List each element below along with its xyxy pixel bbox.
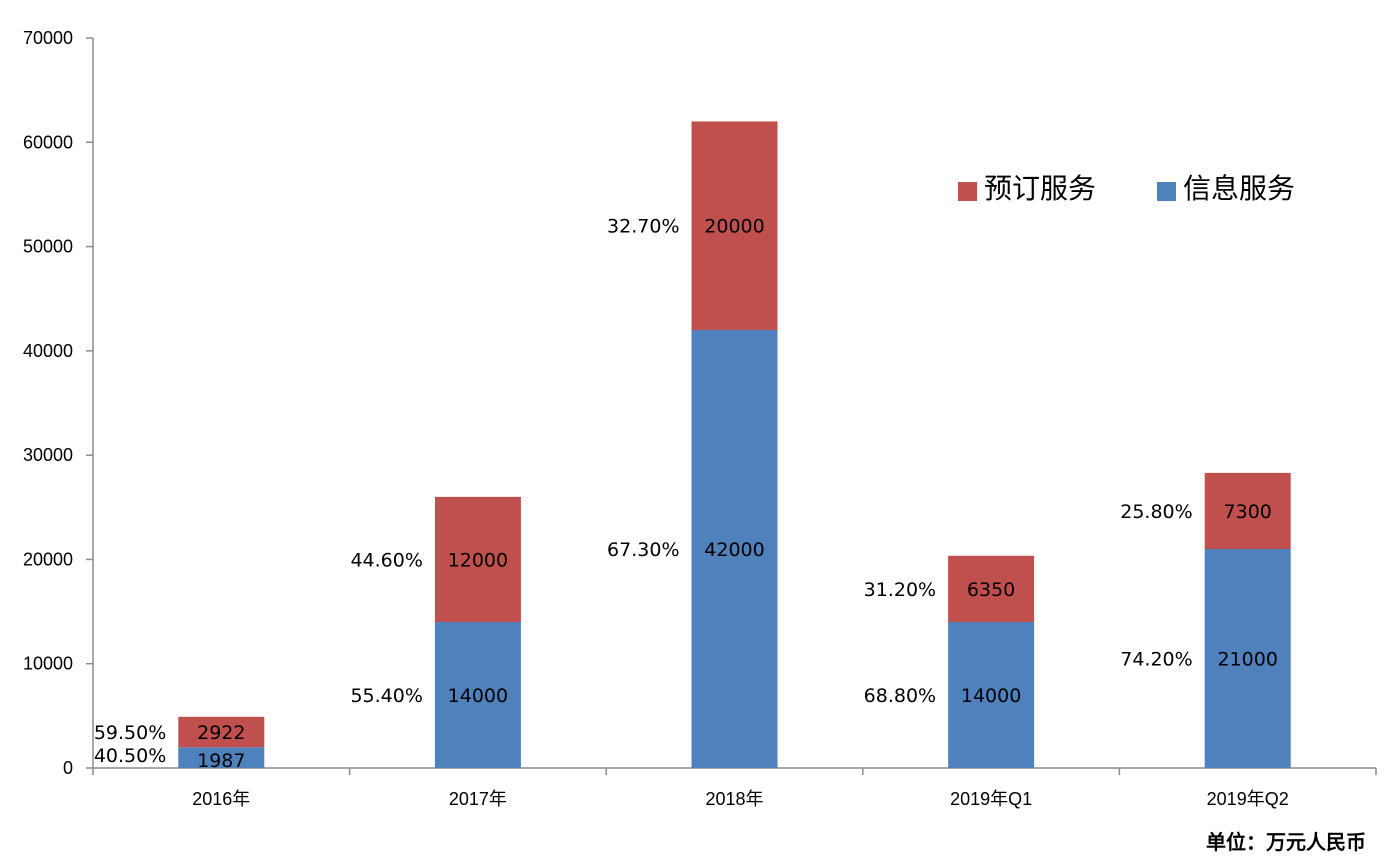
y-tick-label: 50000 [23,237,73,257]
percent-label: 44.60% [350,549,422,571]
y-tick-label: 70000 [23,28,73,48]
percent-label: 59.50% [94,722,166,744]
y-tick-label: 30000 [23,445,73,465]
bar-value-label: 1987 [197,750,245,772]
bar-segment [178,716,265,748]
legend-swatch [1157,182,1176,201]
unit-note: 单位：万元人民币 [1206,830,1366,854]
x-tick-label: 2019年Q1 [950,789,1032,809]
bar-segment [691,121,778,330]
bar-value-label: 7300 [1224,501,1272,523]
legend-label: 信息服务 [1183,172,1295,205]
x-tick-label: 2016年 [192,789,250,809]
percent-label: 40.50% [94,745,166,767]
x-tick-label: 2018年 [705,789,763,809]
bar-value-label: 2922 [197,722,245,744]
y-tick-label: 40000 [23,341,73,361]
percent-label: 68.80% [864,685,936,707]
bars: 1987 40.50% 2922 59.50% 14000 55.40% 12000 44.6… [94,121,1291,772]
y-tick-label: 60000 [23,132,73,152]
bar-segment [1204,549,1291,768]
bar-value-label: 14000 [448,685,508,707]
y-axis: 0 10000 20000 30000 40000 50000 60000 70000 [23,28,94,778]
y-tick-label: 10000 [23,654,73,674]
bar-segment [434,496,521,622]
percent-label: 32.70% [607,216,679,238]
bar-value-label: 21000 [1217,649,1277,671]
x-tick-label: 2019年Q2 [1207,789,1289,809]
legend-swatch [958,182,977,201]
legend-label: 预订服务 [984,172,1096,205]
bar-value-label: 42000 [704,539,764,561]
bar-segment [178,747,265,768]
percent-label: 25.80% [1120,501,1192,523]
legend: 预订服务 信息服务 [958,172,1295,205]
bar-segment [948,622,1035,768]
percent-label: 67.30% [607,539,679,561]
y-tick-label: 0 [63,758,73,778]
bar-value-label: 6350 [967,579,1015,601]
x-tick-label: 2017年 [449,789,507,809]
bar-segment [1204,472,1291,549]
bar-value-label: 12000 [448,549,508,571]
bar-segment [948,555,1035,622]
bar-segment [434,622,521,768]
percent-label: 31.20% [864,579,936,601]
bar-segment [691,330,778,768]
x-axis: 2016年 2017年 2018年 2019年Q1 2019年Q2 [92,767,1377,809]
bar-value-label: 20000 [704,216,764,238]
bar-value-label: 14000 [961,685,1021,707]
percent-label: 74.20% [1120,649,1192,671]
y-tick-label: 20000 [23,549,73,569]
percent-label: 55.40% [350,685,422,707]
